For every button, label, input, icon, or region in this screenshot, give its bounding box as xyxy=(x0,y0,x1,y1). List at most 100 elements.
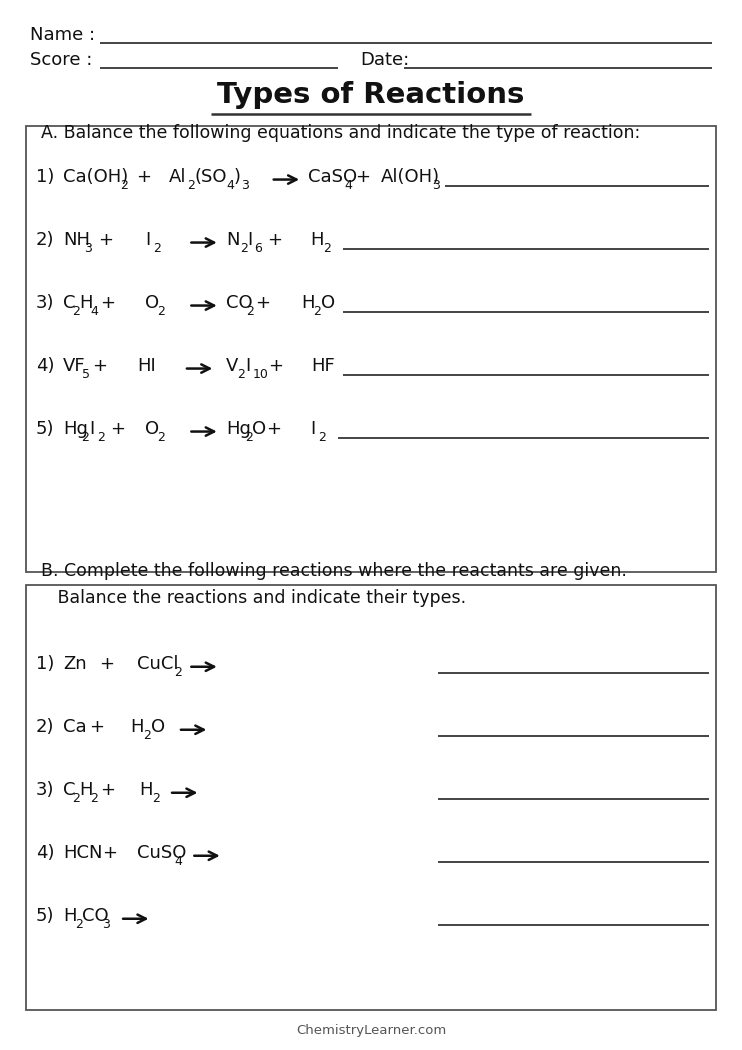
Text: 2: 2 xyxy=(75,918,83,931)
Text: +: + xyxy=(102,844,116,862)
Text: A. Balance the following equations and indicate the type of reaction:: A. Balance the following equations and i… xyxy=(41,124,640,142)
Text: 4: 4 xyxy=(174,855,183,868)
Bar xyxy=(26,585,716,1010)
Text: 5): 5) xyxy=(36,907,54,925)
Text: 2: 2 xyxy=(318,430,326,444)
Text: +: + xyxy=(269,357,283,375)
Text: +: + xyxy=(99,655,114,673)
Text: +: + xyxy=(266,420,280,438)
Text: I: I xyxy=(310,420,315,438)
Text: 2: 2 xyxy=(187,178,195,192)
Text: C: C xyxy=(63,294,76,312)
Text: H: H xyxy=(310,231,324,249)
Text: 2: 2 xyxy=(240,242,248,255)
Text: 10: 10 xyxy=(252,368,268,381)
Text: 3: 3 xyxy=(84,242,92,255)
Text: 2: 2 xyxy=(152,792,160,805)
Text: H: H xyxy=(139,781,153,799)
Text: H: H xyxy=(63,907,76,925)
Text: Al: Al xyxy=(169,168,187,186)
Text: Score :: Score : xyxy=(30,51,92,69)
Text: N: N xyxy=(226,231,240,249)
Text: VF: VF xyxy=(63,357,85,375)
Text: ): ) xyxy=(234,168,240,186)
Text: 2: 2 xyxy=(245,430,253,444)
Text: V: V xyxy=(226,357,239,375)
Text: +: + xyxy=(255,294,270,312)
Text: H: H xyxy=(79,294,93,312)
Text: 2: 2 xyxy=(323,242,331,255)
Text: 2: 2 xyxy=(174,666,182,679)
Text: 3): 3) xyxy=(36,781,54,799)
Text: 2: 2 xyxy=(246,304,255,318)
Text: I: I xyxy=(89,420,94,438)
Text: I: I xyxy=(247,231,252,249)
Text: NH: NH xyxy=(63,231,90,249)
Text: 5: 5 xyxy=(82,368,91,381)
Text: Date:: Date: xyxy=(360,51,409,69)
Text: 2): 2) xyxy=(36,718,54,736)
Text: B. Complete the following reactions where the reactants are given.: B. Complete the following reactions wher… xyxy=(41,563,627,581)
Bar xyxy=(26,126,716,572)
Text: HCN: HCN xyxy=(63,844,102,862)
Text: CuCl: CuCl xyxy=(137,655,179,673)
Text: O: O xyxy=(145,420,160,438)
Text: HI: HI xyxy=(137,357,156,375)
Text: 1): 1) xyxy=(36,168,54,186)
Text: 2: 2 xyxy=(72,304,80,318)
Text: I: I xyxy=(145,231,151,249)
Text: +: + xyxy=(100,294,115,312)
Text: +: + xyxy=(92,357,107,375)
Text: +: + xyxy=(267,231,282,249)
Text: H: H xyxy=(131,718,144,736)
Text: 6: 6 xyxy=(255,242,263,255)
Text: Al(OH): Al(OH) xyxy=(381,168,440,186)
Text: Ca: Ca xyxy=(63,718,87,736)
Text: 2: 2 xyxy=(97,430,105,444)
Text: 4: 4 xyxy=(226,178,234,192)
Text: 2: 2 xyxy=(237,368,246,381)
Text: +: + xyxy=(100,781,115,799)
Text: (SO: (SO xyxy=(194,168,227,186)
Text: O: O xyxy=(252,420,266,438)
Text: 5): 5) xyxy=(36,420,54,438)
Text: C: C xyxy=(63,781,76,799)
Text: CaSO: CaSO xyxy=(308,168,357,186)
Text: H: H xyxy=(301,294,315,312)
Text: ChemistryLearner.com: ChemistryLearner.com xyxy=(296,1024,446,1037)
Text: O: O xyxy=(151,718,165,736)
Text: +: + xyxy=(89,718,104,736)
Text: CuSO: CuSO xyxy=(137,844,187,862)
Text: 2: 2 xyxy=(157,430,165,444)
Text: 2: 2 xyxy=(72,792,80,805)
Text: 2: 2 xyxy=(154,242,162,255)
Text: 2: 2 xyxy=(120,178,128,192)
Text: +: + xyxy=(137,168,151,186)
Text: Hg: Hg xyxy=(226,420,252,438)
Text: CO: CO xyxy=(82,907,109,925)
Text: H: H xyxy=(79,781,93,799)
Text: HF: HF xyxy=(312,357,335,375)
Text: +: + xyxy=(110,420,125,438)
Text: 4): 4) xyxy=(36,844,54,862)
Text: 1): 1) xyxy=(36,655,54,673)
Text: 2: 2 xyxy=(313,304,321,318)
Text: 2: 2 xyxy=(82,430,90,444)
Text: Types of Reactions: Types of Reactions xyxy=(217,81,525,109)
Text: Hg: Hg xyxy=(63,420,88,438)
Text: 3: 3 xyxy=(432,178,440,192)
Text: Name :: Name : xyxy=(30,26,95,44)
Text: 3): 3) xyxy=(36,294,54,312)
Text: 3: 3 xyxy=(102,918,111,931)
Text: +: + xyxy=(98,231,113,249)
Text: O: O xyxy=(321,294,335,312)
Text: 4: 4 xyxy=(91,304,99,318)
Text: 2: 2 xyxy=(91,792,99,805)
Text: Balance the reactions and indicate their types.: Balance the reactions and indicate their… xyxy=(41,589,466,607)
Text: Zn: Zn xyxy=(63,655,87,673)
Text: 3: 3 xyxy=(241,178,249,192)
Text: 4: 4 xyxy=(344,178,352,192)
Text: Ca(OH): Ca(OH) xyxy=(63,168,128,186)
Text: CO: CO xyxy=(226,294,253,312)
Text: 2: 2 xyxy=(157,304,165,318)
